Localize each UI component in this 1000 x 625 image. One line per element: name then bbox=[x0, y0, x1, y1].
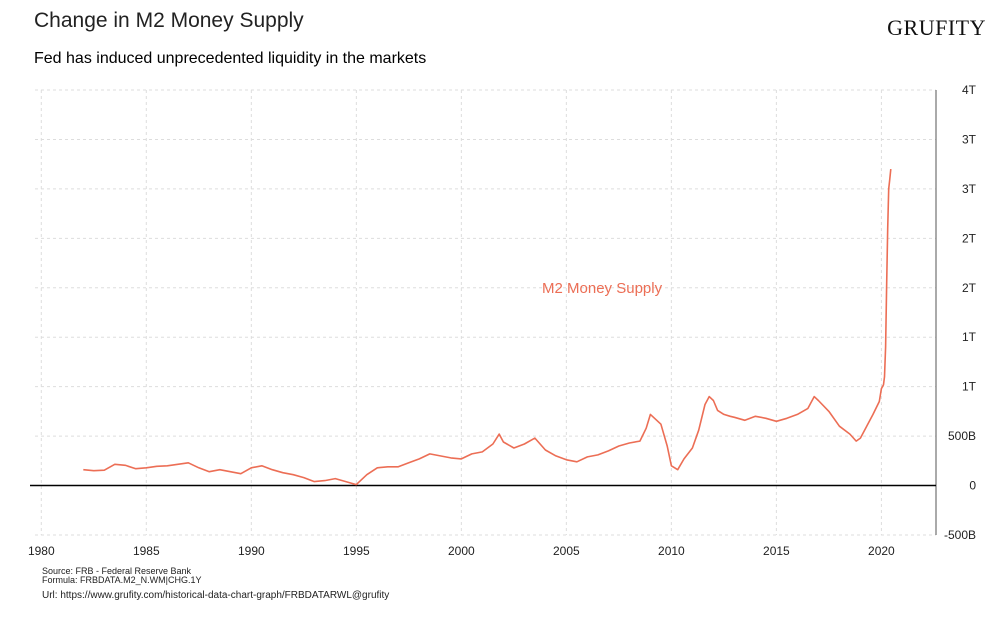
axis-layer: 4T 3T 3T 2T 2T 1T 1T 500B 0 -500B 1980 1985 1990 1995… bbox=[28, 83, 977, 558]
x-tick-label: 1995 bbox=[343, 544, 370, 558]
y-tick-label: 1T bbox=[962, 330, 977, 344]
source-note: Source: FRB - Federal Reserve Bank bbox=[42, 566, 192, 576]
x-tick-label: 2000 bbox=[448, 544, 475, 558]
series-line-m2-money-supply bbox=[83, 169, 892, 486]
y-tick-label: 3T bbox=[962, 132, 977, 146]
series-layer bbox=[83, 169, 892, 486]
y-tick-label: 3T bbox=[962, 182, 977, 196]
annotation-layer: M2 Money Supply bbox=[542, 280, 663, 297]
series-annotation-label: M2 Money Supply bbox=[542, 280, 663, 297]
y-tick-label: 2T bbox=[962, 231, 977, 245]
chart-title: Change in M2 Money Supply bbox=[34, 9, 304, 32]
grid-layer bbox=[35, 89, 936, 536]
y-tick-label: -500B bbox=[944, 528, 976, 542]
y-tick-label: 0 bbox=[969, 479, 976, 493]
x-tick-label: 2020 bbox=[868, 544, 895, 558]
y-tick-label: 500B bbox=[948, 429, 976, 443]
x-tick-label: 2015 bbox=[763, 544, 790, 558]
formula-note: Formula: FRBDATA.M2_N.WM|CHG.1Y bbox=[42, 575, 202, 585]
x-tick-label: 1985 bbox=[133, 544, 160, 558]
brand-logo: GRUFITY bbox=[887, 15, 986, 40]
x-tick-label: 1990 bbox=[238, 544, 265, 558]
x-tick-label: 2010 bbox=[658, 544, 685, 558]
chart-subtitle: Fed has induced unprecedented liquidity … bbox=[34, 50, 427, 67]
x-tick-label: 2005 bbox=[553, 544, 580, 558]
y-tick-label: 4T bbox=[962, 83, 977, 97]
url-note[interactable]: Url: https://www.grufity.com/historical-… bbox=[42, 590, 390, 601]
y-tick-label: 2T bbox=[962, 281, 977, 295]
y-tick-label: 1T bbox=[962, 380, 977, 394]
x-tick-label: 1980 bbox=[28, 544, 55, 558]
